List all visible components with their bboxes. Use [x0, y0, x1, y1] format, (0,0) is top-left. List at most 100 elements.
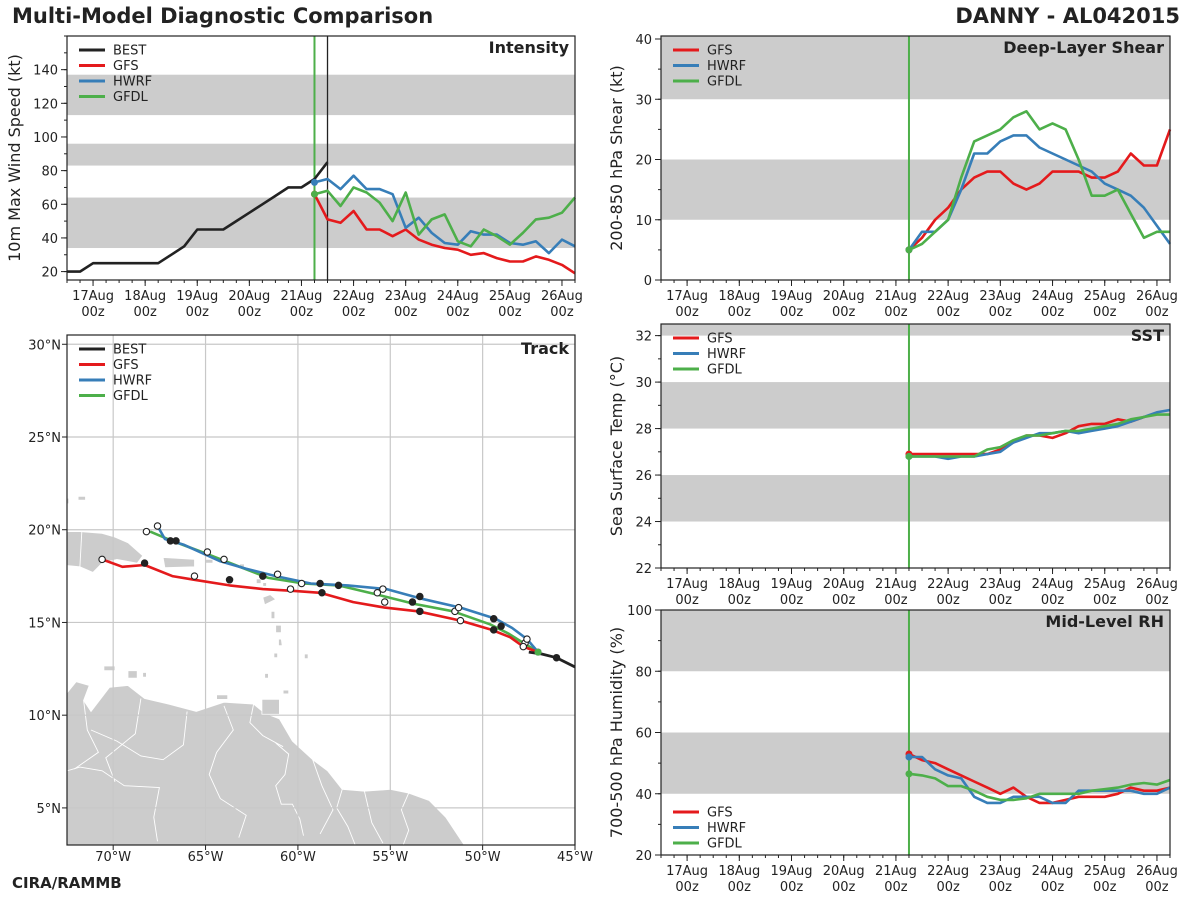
legend-label-hwrf: HWRF [113, 374, 152, 389]
y-tick-label: 40 [635, 33, 652, 48]
series-line-gfs [313, 193, 576, 275]
x-tick-label: 00z [1145, 593, 1169, 608]
x-tick-label: 21Aug [280, 289, 322, 304]
track-marker-hwrf [316, 579, 324, 588]
y-tick-label: 30 [635, 376, 652, 391]
border-line-4 [400, 792, 410, 845]
x-tick-label: 00z [675, 593, 699, 608]
y-tick-label: 80 [635, 665, 652, 680]
x-tick-label: 26Aug [1136, 864, 1178, 879]
y-tick-label: 60 [635, 727, 652, 742]
y-tick-label: 100 [627, 604, 652, 619]
x-tick-label: 00z [884, 305, 908, 320]
x-tick-label: 00z [550, 305, 574, 320]
track-marker-gfs [140, 559, 149, 567]
y-tick-label: 0 [644, 274, 652, 289]
legend-label-gfdl: GFDL [707, 363, 743, 378]
footer-credit: CIRA/RAMMB [12, 874, 122, 892]
series-line-gfdl [314, 186, 576, 248]
x-tick-label: 25Aug [489, 289, 531, 304]
x-tick-label: 00z [989, 880, 1013, 895]
track-marker-gfs [225, 576, 234, 584]
chart-title: Multi-Model Diagnostic Comparison [12, 4, 434, 28]
y-tick-label: 26 [635, 469, 652, 484]
x-tick-label: 00z [1093, 593, 1117, 608]
x-tick-label: 18Aug [124, 289, 166, 304]
y-tick-label: 100 [33, 131, 58, 146]
init-point-gfdl [905, 246, 913, 254]
y-tick-label: 30 [635, 93, 652, 108]
land-mass-20 [58, 448, 64, 457]
x-tick-label: 26Aug [541, 289, 583, 304]
x-tick-label: 24Aug [1032, 864, 1074, 879]
land-mass-8 [273, 652, 279, 659]
land-mass-17 [127, 670, 138, 679]
legend-label-hwrf: HWRF [707, 59, 746, 74]
x-tick-label: 24Aug [437, 289, 479, 304]
y-tick-label: 24 [635, 516, 652, 531]
y-tick-label: 40 [41, 232, 58, 247]
land-mass-15 [205, 559, 214, 564]
x-tick-label: 23Aug [979, 864, 1021, 879]
track-marker-gfs [416, 607, 424, 616]
track-marker-gfs [190, 572, 199, 580]
shaded-band-1 [661, 610, 1170, 672]
x-tick-label: 19Aug [771, 289, 813, 304]
land-mass-9 [264, 673, 269, 679]
x-tick-label: 00z [884, 880, 908, 895]
x-tick-label: 26Aug [1136, 289, 1178, 304]
track-line-hwrf [156, 525, 540, 653]
land-mass-1 [67, 531, 144, 573]
x-tick-label: 23Aug [385, 289, 427, 304]
track-marker-gfdl [334, 581, 343, 590]
shaded-band-2 [67, 74, 575, 116]
y-tick-label: 32 [635, 330, 652, 345]
x-tick-label: 26Aug [1136, 577, 1178, 592]
land-mass-13 [262, 582, 267, 587]
track-marker-hwrf [273, 570, 282, 578]
init-point-gfdl [905, 452, 913, 460]
border-line-8 [249, 704, 284, 748]
x-tick-label: 20Aug [823, 864, 865, 879]
x-tick-label: 00z [1145, 305, 1169, 320]
track-marker-gfdl [373, 589, 382, 597]
x-tick-label: 22Aug [927, 864, 969, 879]
y-tick-label: 20°N [28, 524, 61, 539]
y-tick-label: 40 [635, 788, 652, 803]
legend-label-gfs: GFS [707, 806, 733, 821]
border-line-11 [105, 698, 142, 783]
land-mass-3 [262, 594, 277, 606]
x-tick-label: 65°W [188, 850, 224, 865]
track-marker-hwrf [379, 585, 387, 593]
plot-frame [66, 35, 576, 281]
track-marker-gfs [98, 555, 106, 564]
series-line-hwrf [909, 408, 1171, 461]
border-line-7 [79, 531, 83, 567]
land-mass-4 [270, 610, 276, 620]
x-tick-label: 21Aug [875, 577, 917, 592]
border-line-10 [363, 791, 384, 844]
x-tick-label: 25Aug [1084, 577, 1126, 592]
series-line-best [67, 161, 329, 273]
legend-label-gfs: GFS [113, 59, 139, 74]
x-tick-label: 00z [884, 593, 908, 608]
x-tick-label: 00z [675, 305, 699, 320]
track-marker-gfdl [203, 548, 212, 556]
border-line-3 [336, 789, 356, 845]
x-tick-label: 19Aug [771, 864, 813, 879]
panel-intensity: 2040608010012014017Aug00z18Aug00z19Aug00… [5, 35, 583, 320]
track-marker-hwrf [454, 603, 463, 612]
legend-label-gfs: GFS [707, 44, 733, 59]
x-tick-label: 22Aug [927, 289, 969, 304]
y-tick-label: 140 [33, 64, 58, 79]
x-tick-label: 00z [1041, 880, 1065, 895]
x-tick-label: 00z [832, 305, 856, 320]
track-marker-gfs [489, 626, 498, 634]
init-point-hwrf [905, 753, 913, 761]
land-mass-22 [77, 495, 86, 501]
track-line-gfs [101, 558, 539, 654]
init-point-hwrf [310, 178, 318, 186]
x-tick-label: 19Aug [176, 289, 218, 304]
track-map-area [58, 335, 575, 845]
y-tick-label: 30°N [28, 338, 61, 353]
